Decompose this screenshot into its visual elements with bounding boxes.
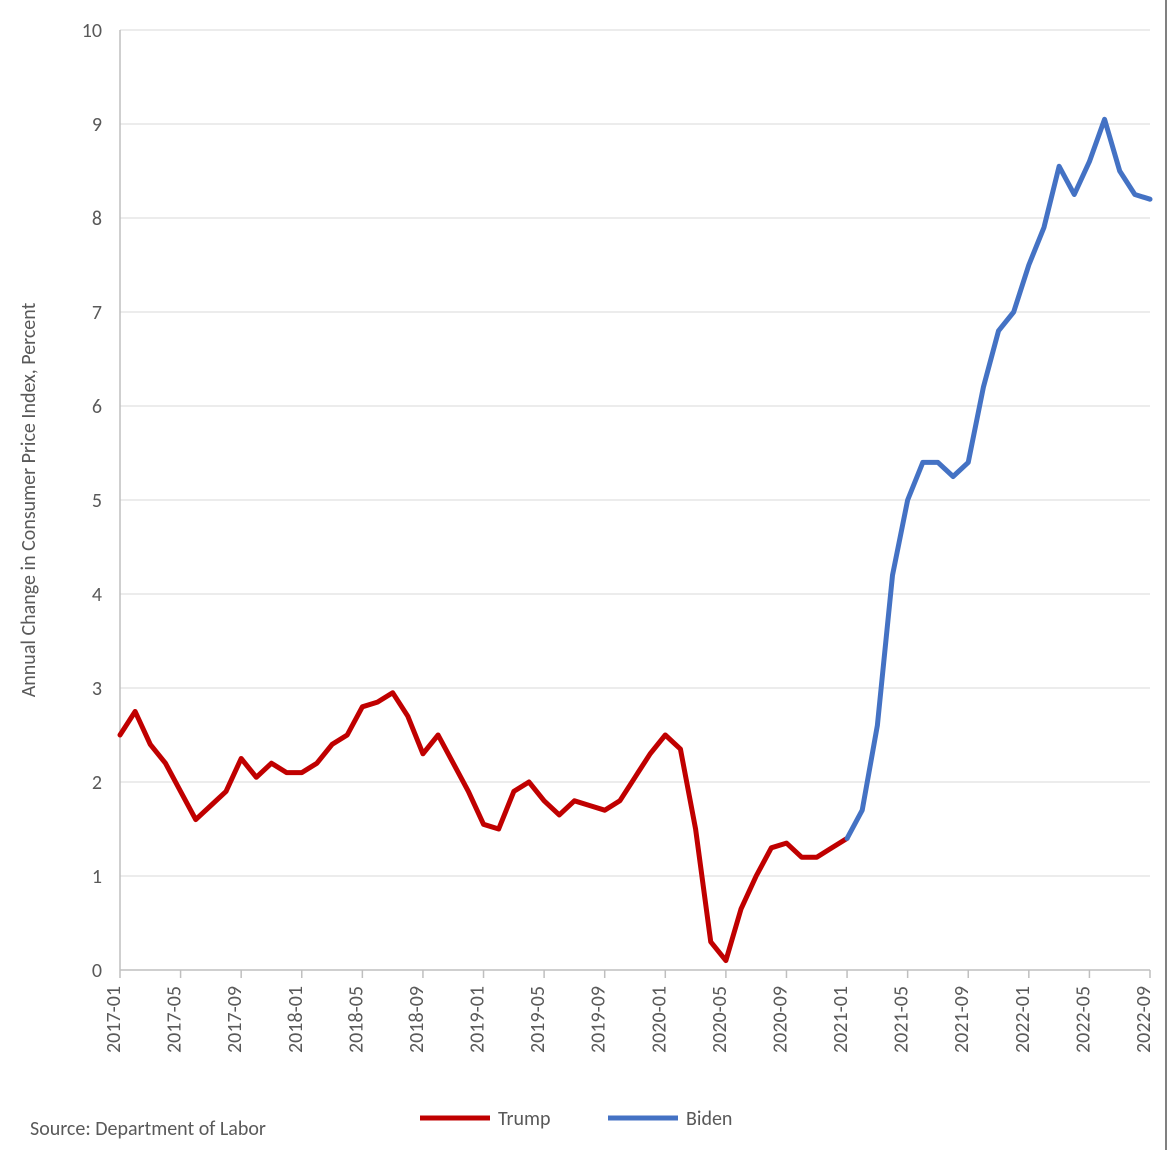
x-tick-label: 2021-05 [890,986,914,1053]
y-tick-label: 2 [92,771,102,795]
x-tick-label: 2020-09 [768,986,792,1053]
x-tick-label: 2020-01 [647,986,671,1053]
x-tick-label: 2017-01 [102,986,126,1053]
y-tick-label: 8 [92,207,102,231]
y-tick-label: 7 [92,301,102,325]
x-tick-label: 2017-09 [223,986,247,1053]
legend-label-trump: Trump [498,1107,550,1131]
chart-svg: 0 1 2 3 4 5 6 7 8 9 10 2017-01 2017-05 2017-09 2018-01… [0,0,1169,1150]
x-tick-label: 2020-05 [708,986,732,1053]
y-tick-label: 10 [82,19,102,43]
x-tick-label: 2018-01 [284,986,308,1053]
x-tick-label: 2018-09 [405,986,429,1053]
x-tick-label: 2017-05 [163,986,187,1053]
source-label: Source: Department of Labor [30,1117,266,1141]
x-tick-label: 2022-09 [1132,986,1156,1053]
y-tick-label: 0 [92,959,102,983]
y-tick-label: 1 [92,865,102,889]
x-tick-label: 2019-01 [466,986,490,1053]
x-tick-label: 2022-05 [1071,986,1095,1053]
x-tick-label: 2021-01 [829,986,853,1053]
y-tick-label: 9 [92,113,102,137]
x-tick-label: 2019-05 [526,986,550,1053]
y-tick-label: 4 [92,583,102,607]
legend-label-biden: Biden [686,1107,732,1131]
x-tick-label: 2019-09 [587,986,611,1053]
x-tick-label: 2022-01 [1011,986,1035,1053]
x-tick-label: 2021-09 [950,986,974,1053]
x-tick-label: 2018-05 [344,986,368,1053]
y-axis-title: Annual Change in Consumer Price Index, P… [17,302,41,697]
y-tick-label: 5 [92,489,102,513]
y-tick-label: 3 [92,677,102,701]
cpi-line-chart: 0 1 2 3 4 5 6 7 8 9 10 2017-01 2017-05 2017-09 2018-01… [0,0,1169,1150]
y-tick-label: 6 [92,395,102,419]
